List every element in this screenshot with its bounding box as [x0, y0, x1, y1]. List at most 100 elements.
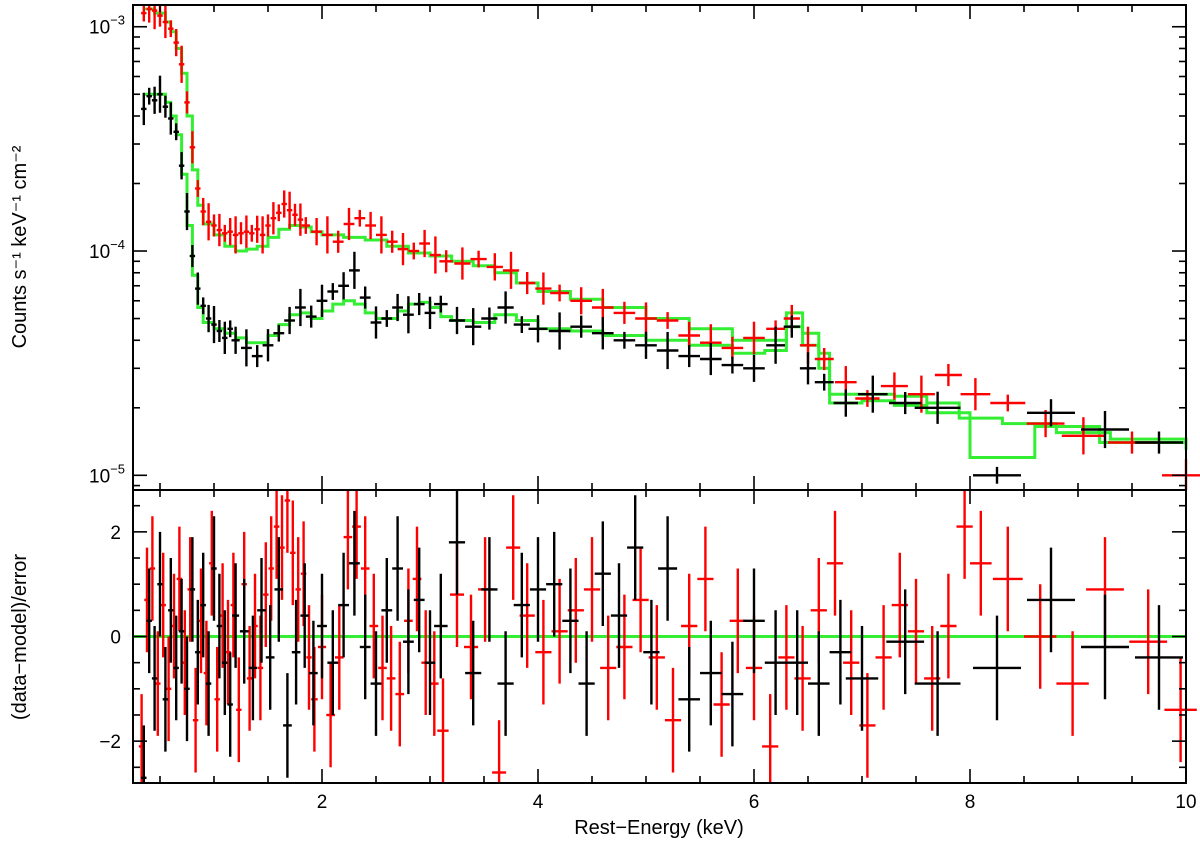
- spectrum-point-black-17: [231, 326, 240, 354]
- residual-point-black-46: [562, 568, 579, 674]
- spectrum-point-red-14: [216, 213, 223, 247]
- spectrum-point-black-32: [392, 293, 403, 322]
- spectrum-point-red-31: [311, 218, 322, 246]
- residual-point-red-72: [826, 510, 844, 616]
- spectrum-point-black-38: [465, 308, 482, 346]
- residual-point-red-31: [306, 605, 312, 710]
- residual-point-black-8: [184, 636, 190, 742]
- spectrum-point-black-23: [295, 288, 306, 327]
- residual-point-red-52: [506, 495, 521, 600]
- residual-point-black-28: [327, 610, 339, 715]
- residual-point-black-2: [151, 626, 158, 731]
- residual-point-black-47: [578, 631, 595, 736]
- spectrum-point-black-22: [284, 306, 295, 335]
- spectrum-point-black-14: [216, 320, 223, 342]
- spectrum-point-red-7: [178, 45, 185, 83]
- residual-point-red-80: [956, 490, 973, 579]
- spectrum-point-black-63: [1081, 411, 1129, 449]
- residual-point-black-5: [168, 558, 174, 663]
- residuals-y-axis-label: (data−model)/error: [9, 554, 31, 721]
- residual-point-black-23: [283, 673, 292, 778]
- spectrum-point-black-8: [184, 193, 190, 231]
- residual-point-black-52: [658, 516, 678, 621]
- spectrum-point-red-30: [301, 217, 310, 234]
- residual-point-black-40: [465, 620, 482, 726]
- residual-point-black-4: [162, 647, 169, 752]
- residual-point-black-66: [1081, 594, 1129, 700]
- residual-point-black-65: [1027, 547, 1075, 653]
- residual-point-red-20: [246, 626, 253, 731]
- residual-point-black-45: [546, 531, 563, 637]
- residual-point-black-30: [349, 510, 360, 616]
- residual-point-black-25: [300, 563, 309, 668]
- spectrum-point-black-3: [157, 75, 163, 113]
- spectrum-point-black-57: [833, 389, 858, 417]
- residual-point-black-1: [146, 568, 152, 674]
- residual-point-black-63: [914, 631, 961, 736]
- residual-point-red-14: [214, 647, 220, 752]
- spectrum-point-black-52: [743, 354, 765, 382]
- spectrum-point-black-13: [211, 306, 217, 344]
- spectrum-panel: 10−3 10−4 10−5: [89, 4, 1200, 491]
- residual-point-red-39: [369, 573, 379, 679]
- spectrum-point-red-40: [408, 242, 420, 260]
- residuals-panel: 2 0 −2 2 4 6 8 10: [99, 489, 1197, 813]
- spectrum-point-black-28: [349, 251, 360, 289]
- residual-point-black-27: [317, 573, 327, 679]
- spectrum-point-red-51: [570, 287, 592, 315]
- residual-point-black-44: [529, 537, 547, 642]
- residual-point-black-9: [189, 537, 196, 642]
- spectrum-point-black-46: [613, 331, 636, 349]
- residual-point-red-18: [236, 657, 242, 763]
- spectrum-point-black-19: [251, 345, 263, 368]
- model-curve-2: [143, 92, 1188, 459]
- residual-point-red-4: [160, 552, 166, 658]
- residual-point-red-24: [268, 516, 274, 621]
- spectrum-point-red-45: [470, 250, 487, 268]
- residual-point-black-0: [141, 725, 147, 783]
- spectrum-point-red-65: [855, 390, 880, 407]
- spectrum-point-red-0: [141, 5, 147, 22]
- spectrum-point-red-43: [439, 250, 453, 273]
- residual-point-black-18: [239, 578, 249, 684]
- residuals-y-tick-label-1: 0: [110, 628, 121, 649]
- residual-point-red-65: [713, 652, 730, 757]
- spectrum-point-black-15: [222, 321, 228, 354]
- spectrum-point-black-59: [889, 392, 922, 415]
- residual-point-black-54: [700, 620, 722, 726]
- spectrum-point-red-42: [430, 236, 441, 274]
- spectrum-point-black-50: [700, 342, 722, 376]
- spectrum-point-red-11: [200, 197, 206, 226]
- spectrum-point-red-41: [419, 229, 430, 258]
- residual-point-black-55: [721, 641, 744, 747]
- residual-point-black-16: [227, 652, 233, 757]
- residual-point-red-5: [165, 636, 172, 742]
- spectrum-point-red-46: [486, 253, 503, 281]
- spectrum-point-black-30: [370, 306, 382, 339]
- spectrum-point-black-51: [721, 356, 744, 374]
- spectrum-point-black-41: [513, 316, 530, 333]
- residual-point-black-62: [886, 589, 925, 695]
- residual-point-black-64: [973, 615, 1021, 721]
- spectrum-point-black-43: [548, 312, 571, 350]
- spectrum-point-red-33: [332, 230, 344, 253]
- residual-point-black-56: [743, 568, 765, 674]
- residual-point-red-28: [290, 500, 296, 606]
- spectrum-point-black-18: [241, 329, 252, 367]
- residual-point-black-41: [481, 537, 498, 642]
- x-tick-label-4: 10: [1175, 792, 1196, 813]
- spectrum-point-black-42: [528, 315, 548, 343]
- spectrum-point-red-12: [205, 203, 212, 241]
- spectrum-point-black-11: [200, 297, 206, 315]
- spectrum-point-black-34: [413, 293, 425, 316]
- residual-point-black-39: [448, 490, 466, 595]
- residual-point-black-61: [845, 626, 879, 731]
- residual-point-black-26: [309, 620, 318, 726]
- x-axis-label: Rest−Energy (keV): [574, 817, 744, 839]
- spectrum-point-black-60: [914, 391, 961, 424]
- spectrum-point-black-12: [205, 304, 212, 333]
- residual-point-black-60: [829, 599, 852, 705]
- spectrum-point-red-2: [151, 5, 158, 30]
- spectrum-axis-ticks: 10−3 10−4 10−5: [89, 5, 1187, 490]
- spectrum-frame: [132, 4, 1187, 491]
